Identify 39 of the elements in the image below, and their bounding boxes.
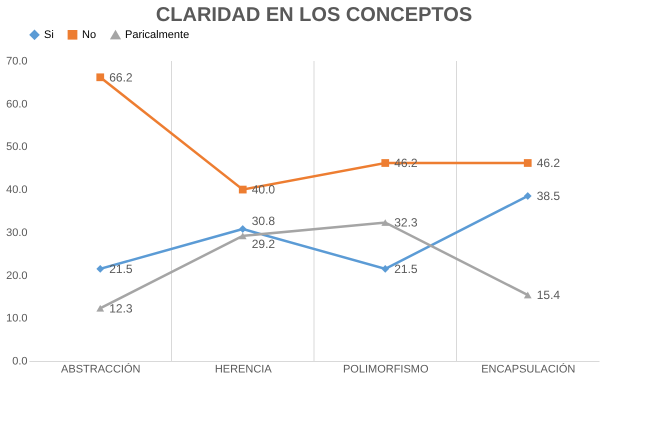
point xyxy=(381,264,390,273)
data-label: 30.8 xyxy=(252,214,276,228)
y-tick-label: 40.0 xyxy=(6,184,28,196)
point xyxy=(381,159,390,167)
data-label: 15.4 xyxy=(536,288,560,302)
point xyxy=(524,292,532,298)
data-label: 21.5 xyxy=(394,262,418,276)
y-tick-label: 20.0 xyxy=(6,270,28,282)
y-tick-label: 0.0 xyxy=(12,356,28,368)
point xyxy=(524,192,532,200)
point xyxy=(96,73,104,82)
chart-title: CLARIDAD EN LOS CONCEPTOS xyxy=(156,4,472,26)
x-tick-label: ENCAPSULACIÓN xyxy=(481,362,576,376)
y-tick-label: 10.0 xyxy=(6,312,28,325)
legend-label: Paricalmente xyxy=(125,29,190,42)
point xyxy=(238,232,247,240)
point xyxy=(238,225,247,233)
data-label: 12.3 xyxy=(109,301,133,316)
data-label: 66.2 xyxy=(109,70,133,84)
legend-label: No xyxy=(82,28,96,41)
data-label: 38.5 xyxy=(536,189,560,203)
y-tick-label: 60.0 xyxy=(6,98,28,110)
data-label: 46.2 xyxy=(536,156,560,170)
point xyxy=(96,304,104,312)
y-tick-label: 50.0 xyxy=(6,141,28,154)
data-label: 32.3 xyxy=(394,216,418,230)
y-tick-label: 70.0 xyxy=(6,56,28,68)
data-label: 21.5 xyxy=(109,262,133,276)
point xyxy=(381,219,390,226)
point xyxy=(238,186,247,194)
x-tick-label: POLIMORFISMO xyxy=(342,364,429,376)
point xyxy=(524,159,532,167)
data-label: 29.2 xyxy=(252,236,276,251)
data-label: 40.0 xyxy=(252,182,276,197)
y-tick-label: 30.0 xyxy=(6,226,28,239)
x-tick-label: ABSTRACCIÓN xyxy=(61,362,141,376)
point xyxy=(96,264,104,273)
x-tick-label: HERENCIA xyxy=(214,364,272,376)
legend-label: Si xyxy=(44,28,54,41)
